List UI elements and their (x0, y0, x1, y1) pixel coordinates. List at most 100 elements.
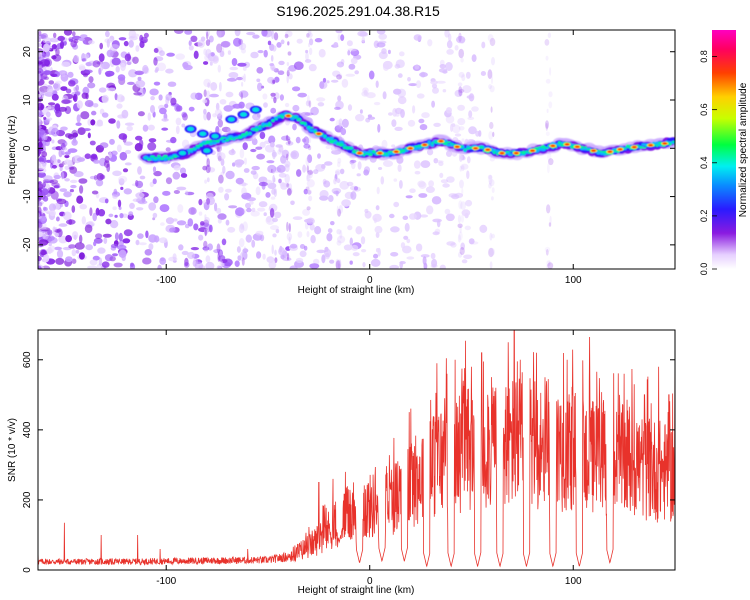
streak-blob (287, 67, 290, 72)
noise-blob (242, 142, 248, 151)
noise-blob (238, 38, 243, 45)
noise-blob (104, 70, 115, 77)
streak-blob (545, 131, 550, 137)
streak-blob (217, 30, 222, 39)
noise-blob (309, 38, 314, 46)
noise-blob (112, 194, 118, 199)
noise-blob (297, 231, 303, 238)
noise-blob (100, 62, 104, 71)
noise-blob (176, 105, 183, 112)
streak-blob (336, 229, 342, 235)
noise-blob (165, 68, 174, 74)
ridge-blob (299, 121, 305, 125)
noise-blob (137, 76, 142, 81)
noise-blob (68, 244, 76, 249)
noise-blob (214, 108, 222, 117)
noise-blob (71, 249, 77, 257)
noise-blob (105, 218, 112, 225)
noise-blob (161, 118, 169, 122)
y-tick-label: 0 (22, 567, 33, 573)
noise-blob (149, 88, 159, 96)
streak-blob (288, 254, 291, 262)
noise-blob (445, 62, 453, 71)
noise-blob (228, 72, 239, 79)
noise-blob (110, 44, 120, 49)
ridge-hotspot-core (632, 146, 637, 149)
noise-blob (341, 118, 349, 128)
noise-blob (321, 164, 326, 169)
noise-blob (38, 34, 47, 39)
noise-blob (389, 264, 400, 269)
streak-blob (308, 137, 312, 144)
ridge-hotspot-core (485, 148, 490, 151)
noise-blob (45, 111, 51, 118)
streak-blob (307, 32, 313, 38)
streak-blob (308, 100, 312, 108)
noise-blob (256, 78, 261, 83)
noise-blob (67, 71, 74, 78)
noise-blob (76, 157, 85, 162)
noise-blob (115, 66, 120, 73)
streak-blob (242, 66, 247, 71)
noise-blob (465, 199, 473, 207)
ridge-blob (202, 142, 207, 145)
noise-blob (255, 230, 264, 236)
streak-blob (284, 33, 289, 39)
noise-blob (38, 102, 45, 111)
noise-blob (122, 238, 131, 244)
noise-blob (269, 63, 275, 67)
noise-blob (72, 231, 79, 240)
noise-blob (409, 213, 417, 220)
noise-blob (346, 40, 353, 47)
ridge-blob (203, 148, 211, 153)
noise-blob (293, 61, 304, 70)
noise-blob (347, 104, 353, 111)
noise-blob (347, 225, 353, 231)
noise-blob (71, 258, 77, 264)
noise-blob (257, 82, 263, 92)
noise-blob (278, 145, 284, 153)
snr-series-line (38, 330, 675, 568)
noise-blob (38, 191, 42, 198)
streak-blob (284, 160, 291, 168)
noise-blob (59, 188, 68, 193)
noise-blob (457, 104, 465, 111)
noise-blob (407, 77, 411, 82)
ridge-blob (414, 145, 418, 148)
ridge-blob (434, 140, 437, 144)
noise-blob (150, 96, 155, 101)
noise-blob (152, 217, 156, 221)
streak-blob (458, 86, 463, 97)
noise-blob (64, 154, 70, 159)
ridge-blob (157, 154, 161, 158)
noise-blob (202, 165, 208, 171)
streak-blob (240, 41, 243, 50)
streak-blob (217, 113, 221, 120)
noise-blob (251, 207, 256, 213)
noise-blob (460, 163, 469, 170)
streak-blob (288, 236, 291, 245)
noise-blob (202, 246, 210, 251)
noise-blob (380, 176, 385, 185)
noise-blob (205, 261, 215, 269)
noise-blob (419, 214, 429, 218)
noise-blob (116, 120, 121, 129)
noise-blob (418, 181, 427, 189)
noise-blob (179, 167, 187, 175)
noise-blob (159, 257, 167, 265)
noise-blob (54, 184, 61, 189)
streak-blob (548, 91, 553, 98)
ridge-blob (215, 139, 220, 143)
noise-blob (81, 216, 87, 225)
ridge-blob (307, 126, 311, 128)
noise-blob (84, 100, 94, 107)
colorbar-tick-label: 0.0 (699, 263, 709, 276)
streak-blob (459, 179, 464, 189)
noise-blob (284, 30, 293, 37)
ridge-blob (211, 141, 217, 145)
ridge-blob (368, 149, 373, 154)
noise-blob (366, 92, 376, 99)
noise-blob (223, 105, 233, 112)
noise-blob (188, 207, 197, 215)
